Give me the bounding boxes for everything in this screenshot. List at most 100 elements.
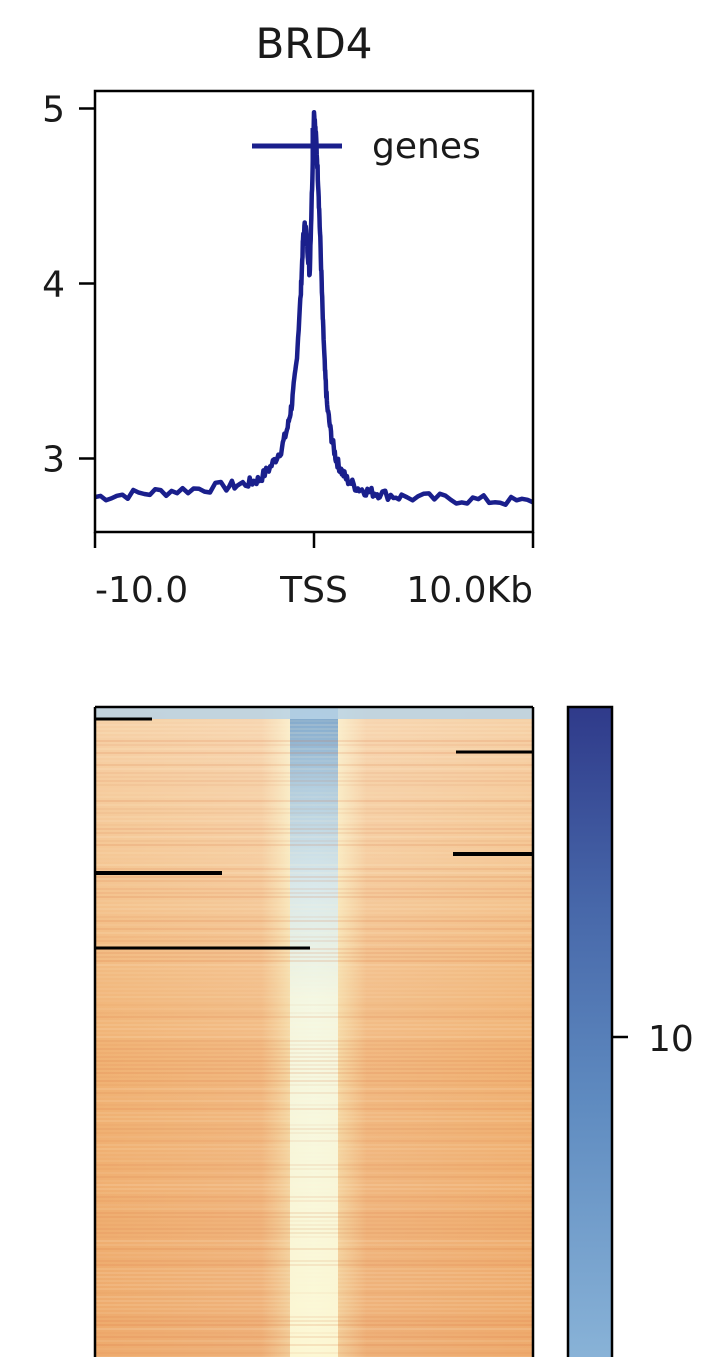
heatmap-row (95, 1320, 533, 1322)
heatmap-row (95, 1164, 533, 1166)
heatmap-row (95, 1116, 533, 1118)
heatmap-row (95, 816, 533, 818)
heatmap-top-strip (95, 707, 533, 719)
heatmap-row (95, 1108, 533, 1110)
heatmap-row (95, 1148, 533, 1150)
y-axis: 3 4 5 (42, 90, 95, 481)
heatmap-tss-band (290, 707, 338, 1357)
heatmap-row (95, 912, 533, 914)
heatmap-row (95, 1140, 533, 1142)
heatmap-row (95, 744, 533, 746)
heatmap-row (95, 992, 533, 994)
heatmap-row (95, 1152, 533, 1154)
heatmap-row (95, 864, 533, 866)
heatmap-row (95, 848, 533, 850)
heatmap-row (95, 1168, 533, 1170)
heatmap-row (95, 756, 533, 758)
heatmap-row (95, 1096, 533, 1098)
heatmap-row (95, 1284, 533, 1286)
x-axis: -10.0 TSS 10.0Kb (93, 532, 535, 611)
heatmap-row (95, 984, 533, 986)
colorbar-gradient (566, 705, 614, 1357)
heatmap-row (95, 804, 533, 806)
heatmap-row (95, 728, 533, 730)
heatmap-row (95, 1100, 533, 1102)
y-tick-label-5: 5 (42, 90, 65, 131)
heatmap-row (95, 844, 533, 846)
heatmap-row (95, 1052, 533, 1054)
profile-line-genes (95, 109, 533, 507)
heatmap-row (95, 948, 533, 950)
heatmap-row (95, 976, 533, 978)
heatmap-row (95, 1340, 533, 1342)
heatmap-row (95, 1316, 533, 1318)
heatmap-row (95, 720, 533, 722)
heatmap-row (95, 1276, 533, 1278)
heatmap-row (95, 820, 533, 822)
heatmap-row (95, 936, 533, 938)
heatmap-row (95, 1288, 533, 1290)
x-tick-label-center: TSS (279, 570, 348, 611)
heatmap-row (95, 1020, 533, 1022)
heatmap-row (95, 752, 533, 754)
heatmap-row (95, 1304, 533, 1306)
heatmap-row (95, 1128, 533, 1130)
heatmap-row (95, 1312, 533, 1314)
heatmap-row (95, 1024, 533, 1026)
heatmap-row (95, 1308, 533, 1310)
heatmap-row (95, 1112, 533, 1114)
heatmap-row (95, 932, 533, 934)
heatmap-row (95, 1124, 533, 1126)
heatmap-row (95, 960, 533, 962)
heatmap-row (95, 1344, 533, 1346)
heatmap-row (95, 1004, 533, 1006)
heatmap-row (95, 776, 533, 778)
heatmap-row (95, 952, 533, 954)
heatmap-row (95, 1176, 533, 1178)
heatmap-row (95, 888, 533, 890)
y-tick-label-4: 4 (42, 265, 65, 306)
heatmap-row (95, 980, 533, 982)
heatmap-row (95, 764, 533, 766)
heatmap-row (95, 732, 533, 734)
heatmap-row (95, 1192, 533, 1194)
heatmap-row (95, 784, 533, 786)
heatmap-row (95, 1212, 533, 1214)
heatmap-row (95, 1204, 533, 1206)
x-tick-label-right: 10.0Kb (406, 570, 533, 611)
heatmap-row (95, 1208, 533, 1210)
heatmap-row (95, 1228, 533, 1230)
heatmap-row (95, 972, 533, 974)
heatmap-row (95, 964, 533, 966)
heatmap-row (95, 1132, 533, 1134)
heatmap-row-texture (95, 720, 533, 1357)
heatmap-row (95, 1012, 533, 1014)
heatmap-row (95, 1196, 533, 1198)
heatmap-row (95, 856, 533, 858)
heatmap-row (95, 808, 533, 810)
heatmap-row (95, 1136, 533, 1138)
heatmap-row (95, 792, 533, 794)
heatmap-row (95, 760, 533, 762)
heatmap-row (95, 1184, 533, 1186)
heatmap-row (95, 1296, 533, 1298)
heatmap-row (95, 920, 533, 922)
heatmap-row (95, 904, 533, 906)
heatmap-row (95, 924, 533, 926)
heatmap-row (95, 1156, 533, 1158)
heatmap-row (95, 880, 533, 882)
heatmap-row (95, 968, 533, 970)
heatmap-row (95, 824, 533, 826)
legend: genes (252, 126, 481, 167)
profile-title: BRD4 (255, 19, 372, 68)
heatmap-row (95, 860, 533, 862)
heatmap-row (95, 876, 533, 878)
heatmap-row (95, 1324, 533, 1326)
heatmap-row (95, 1044, 533, 1046)
heatmap-row (95, 1080, 533, 1082)
heatmap-row (95, 896, 533, 898)
heatmap-row (95, 1088, 533, 1090)
heatmap-row (95, 1056, 533, 1058)
heatmap-row (95, 1000, 533, 1002)
